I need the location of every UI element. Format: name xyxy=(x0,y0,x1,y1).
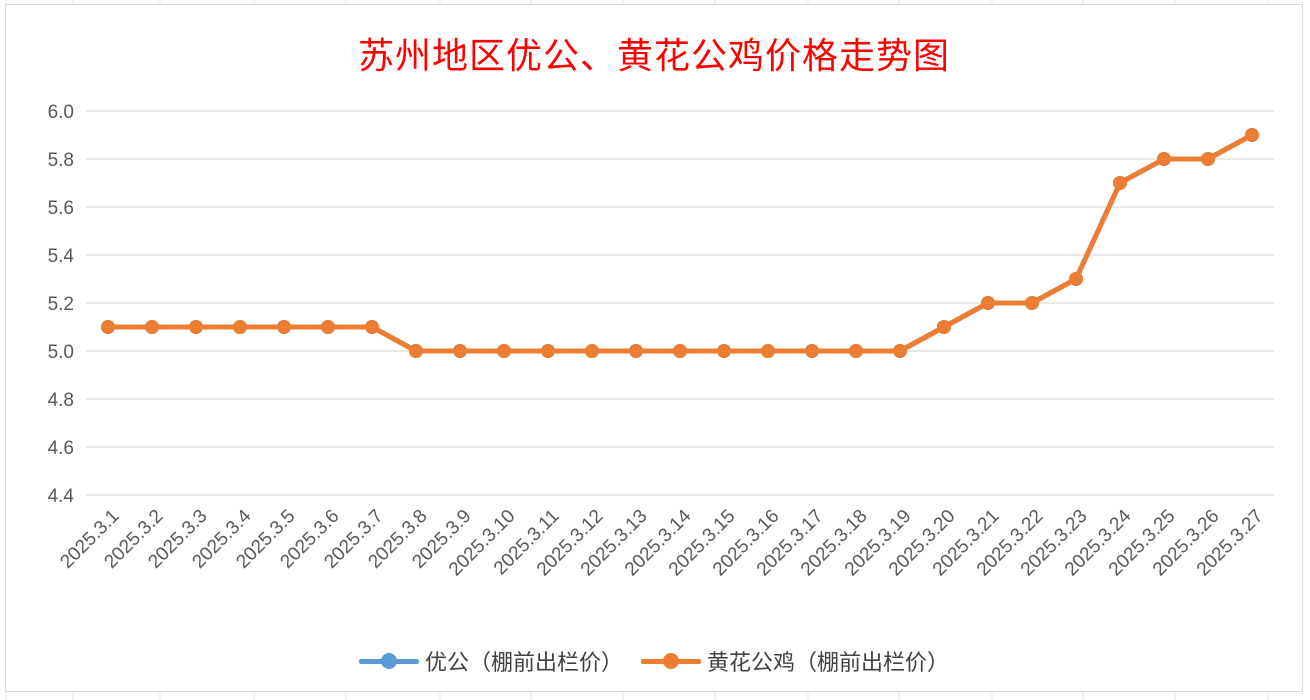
data-point-series-2 xyxy=(673,344,687,358)
y-tick-label: 5.8 xyxy=(48,150,74,171)
y-tick-label: 5.4 xyxy=(48,246,75,267)
data-point-series-2 xyxy=(981,296,995,310)
y-tick-label: 4.6 xyxy=(48,438,74,459)
data-point-series-2 xyxy=(189,320,203,334)
y-tick-label: 6.0 xyxy=(48,102,74,123)
y-tick-label: 5.0 xyxy=(48,342,74,363)
data-point-series-2 xyxy=(717,344,731,358)
data-point-series-2 xyxy=(1157,152,1171,166)
data-point-series-2 xyxy=(805,344,819,358)
legend-swatch xyxy=(641,651,701,671)
series-line-1 xyxy=(105,132,1255,354)
data-point-series-2 xyxy=(1025,296,1039,310)
legend-label: 黄花公鸡（棚前出栏价） xyxy=(707,651,950,676)
data-point-series-2 xyxy=(497,344,511,358)
series-line-2 xyxy=(105,132,1255,354)
chart-area[interactable]: 苏州地区优公、黄花公鸡价格走势图 4.4 4.6 4.8 5.0 5.2 5.4 5.6 5.… xyxy=(5,4,1303,692)
y-tick-label: 4.4 xyxy=(48,486,75,507)
data-point-series-2 xyxy=(893,344,907,358)
data-point-series-2 xyxy=(453,344,467,358)
data-point-series-2 xyxy=(365,320,379,334)
data-point-series-2 xyxy=(321,320,335,334)
data-point-series-2 xyxy=(849,344,863,358)
data-point-series-2 xyxy=(761,344,775,358)
chart-title: 苏州地区优公、黄花公鸡价格走势图 xyxy=(357,36,950,77)
data-point-series-2 xyxy=(937,320,951,334)
data-point-series-2 xyxy=(629,344,643,358)
data-point-series-2 xyxy=(585,344,599,358)
data-point-series-2 xyxy=(1245,128,1259,142)
legend-swatch xyxy=(358,651,419,671)
y-tick-label: 5.6 xyxy=(48,198,74,219)
data-point-series-2 xyxy=(145,320,159,334)
data-point-series-2 xyxy=(541,344,555,358)
data-point-series-2 xyxy=(233,320,247,334)
legend-item-2: 黄花公鸡（棚前出栏价） xyxy=(641,645,949,677)
legend-item-1: 优公（棚前出栏价） xyxy=(358,645,623,677)
legend: 优公（棚前出栏价） 黄花公鸡（棚前出栏价） xyxy=(6,645,1302,677)
y-tick-label: 4.8 xyxy=(48,390,74,411)
data-point-series-2 xyxy=(101,320,115,334)
data-point-series-2 xyxy=(1201,152,1215,166)
data-point-series-2 xyxy=(409,344,423,358)
legend-label: 优公（棚前出栏价） xyxy=(424,651,623,676)
data-point-series-2 xyxy=(1113,176,1127,190)
data-point-series-2 xyxy=(277,320,291,334)
plot-area: 4.44.64.85.05.25.45.65.86.02025.3.12025.… xyxy=(48,102,1274,580)
data-point-series-2 xyxy=(1069,272,1083,286)
y-tick-label: 5.2 xyxy=(48,294,74,315)
